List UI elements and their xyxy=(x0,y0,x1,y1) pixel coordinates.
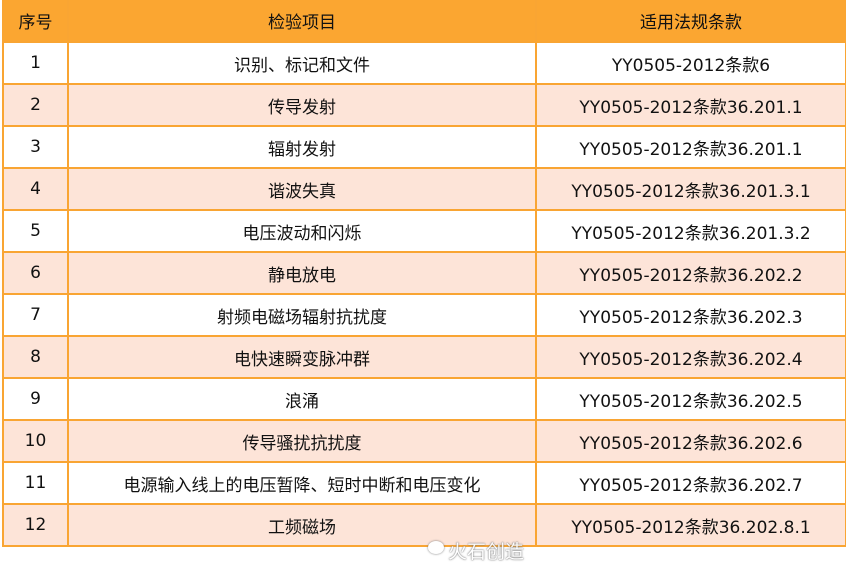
cell-index: 11 xyxy=(2,461,69,505)
table-row: 9 浪涌 YY0505-2012条款36.202.5 xyxy=(2,377,846,421)
cell-index: 1 xyxy=(2,41,69,85)
cell-regulation: YY0505-2012条款36.201.3.2 xyxy=(535,209,846,253)
cell-regulation: YY0505-2012条款36.201.1 xyxy=(535,83,846,127)
cell-regulation: YY0505-2012条款6 xyxy=(535,41,846,85)
cell-test-item: 射频电磁场辐射抗扰度 xyxy=(67,293,537,337)
header-regulation: 适用法规条款 xyxy=(535,0,846,43)
cell-test-item: 电压波动和闪烁 xyxy=(67,209,537,253)
cell-regulation: YY0505-2012条款36.202.2 xyxy=(535,251,846,295)
cell-regulation: YY0505-2012条款36.201.1 xyxy=(535,125,846,169)
cell-index: 7 xyxy=(2,293,69,337)
cell-index: 9 xyxy=(2,377,69,421)
cell-test-item: 辐射发射 xyxy=(67,125,537,169)
table-row: 4 谐波失真 YY0505-2012条款36.201.3.1 xyxy=(2,167,846,211)
regulation-table: 序号 检验项目 适用法规条款 1 识别、标记和文件 YY0505-2012条款6 2 传… xyxy=(2,0,846,547)
table-row: 3 辐射发射 YY0505-2012条款36.201.1 xyxy=(2,125,846,169)
cell-regulation: YY0505-2012条款36.202.4 xyxy=(535,335,846,379)
cell-index: 8 xyxy=(2,335,69,379)
cell-index: 12 xyxy=(2,503,69,547)
cell-regulation: YY0505-2012条款36.202.8.1 xyxy=(535,503,846,547)
cell-test-item: 工频磁场 xyxy=(67,503,537,547)
table-row: 11 电源输入线上的电压暂降、短时中断和电压变化 YY0505-2012条款36.2… xyxy=(2,461,846,505)
cell-regulation: YY0505-2012条款36.202.6 xyxy=(535,419,846,463)
cell-test-item: 识别、标记和文件 xyxy=(67,41,537,85)
cell-test-item: 传导发射 xyxy=(67,83,537,127)
table-row: 2 传导发射 YY0505-2012条款36.201.1 xyxy=(2,83,846,127)
table-row: 5 电压波动和闪烁 YY0505-2012条款36.201.3.2 xyxy=(2,209,846,253)
table-header: 序号 检验项目 适用法规条款 xyxy=(2,0,846,43)
watermark: 火石创造 xyxy=(448,541,525,563)
cell-index: 3 xyxy=(2,125,69,169)
cell-regulation: YY0505-2012条款36.202.7 xyxy=(535,461,846,505)
header-test-item: 检验项目 xyxy=(67,0,537,43)
table-row: 12 工频磁场 YY0505-2012条款36.202.8.1 xyxy=(2,503,846,547)
cell-index: 10 xyxy=(2,419,69,463)
cell-index: 6 xyxy=(2,251,69,295)
cell-test-item: 电快速瞬变脉冲群 xyxy=(67,335,537,379)
table-row: 1 识别、标记和文件 YY0505-2012条款6 xyxy=(2,41,846,85)
table-row: 7 射频电磁场辐射抗扰度 YY0505-2012条款36.202.3 xyxy=(2,293,846,337)
table-row: 8 电快速瞬变脉冲群 YY0505-2012条款36.202.4 xyxy=(2,335,846,379)
cell-index: 2 xyxy=(2,83,69,127)
table-row: 6 静电放电 YY0505-2012条款36.202.2 xyxy=(2,251,846,295)
cell-test-item: 传导骚扰抗扰度 xyxy=(67,419,537,463)
wechat-icon xyxy=(428,541,444,554)
table-row: 10 传导骚扰抗扰度 YY0505-2012条款36.202.6 xyxy=(2,419,846,463)
cell-regulation: YY0505-2012条款36.201.3.1 xyxy=(535,167,846,211)
cell-index: 4 xyxy=(2,167,69,211)
cell-test-item: 浪涌 xyxy=(67,377,537,421)
header-index: 序号 xyxy=(2,0,69,43)
cell-regulation: YY0505-2012条款36.202.3 xyxy=(535,293,846,337)
cell-regulation: YY0505-2012条款36.202.5 xyxy=(535,377,846,421)
cell-test-item: 谐波失真 xyxy=(67,167,537,211)
cell-test-item: 电源输入线上的电压暂降、短时中断和电压变化 xyxy=(67,461,537,505)
cell-test-item: 静电放电 xyxy=(67,251,537,295)
cell-index: 5 xyxy=(2,209,69,253)
